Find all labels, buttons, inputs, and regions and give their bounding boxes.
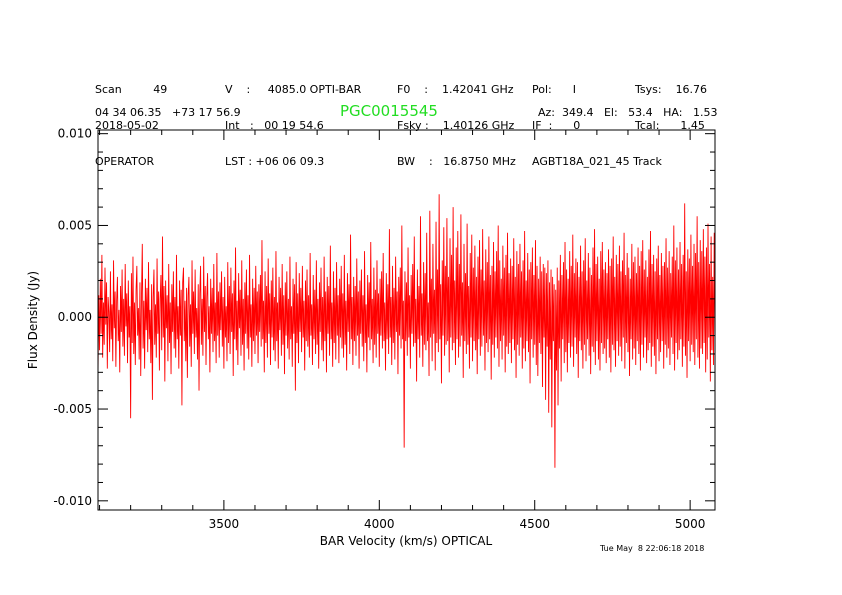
source-coordinates: 04 34 06.35 +73 17 56.9: [95, 106, 241, 119]
az-el-ha: Az: 349.4 El: 53.4 HA: 1.53: [538, 106, 718, 119]
spectrum-trace: [97, 194, 716, 468]
x-tick-label: 3500: [209, 517, 240, 531]
tcal: Tcal: 1.45: [635, 119, 705, 132]
x-axis-label: BAR Velocity (km/s) OPTICAL: [320, 534, 493, 548]
header-col-polarization: Pol: I IF : 0 AGBT18A_021_45 Track: [532, 60, 662, 180]
y-tick-label: 0.000: [58, 310, 92, 324]
timestamp: Tue May 8 22:06:18 2018: [600, 544, 705, 553]
source-name: PGC0015545: [340, 102, 438, 120]
x-tick-label: 4500: [519, 517, 550, 531]
x-tick-label: 4000: [364, 517, 395, 531]
bandwidth: BW : 16.8750 MHz: [397, 155, 516, 168]
y-tick-label: 0.005: [58, 218, 92, 232]
header-col-velocity: V : 4085.0 OPTI-BAR Int : 00 19 54.6 LST…: [225, 60, 361, 180]
x-tick-label: 5000: [675, 517, 706, 531]
integration-time: Int : 00 19 54.6: [225, 119, 324, 132]
ticks-layer: 3500 4000 4500 5000 -0.010 -0.005 0.000 0.005 0.…: [53, 127, 715, 531]
tsys: Tsys: 16.76: [635, 83, 708, 96]
y-tick-label: -0.005: [53, 402, 92, 416]
sky-frequency: Fsky : 1.40126 GHz: [397, 119, 515, 132]
header-col-tsys: Tsys: 16.76 Tcal: 1.45: [635, 60, 707, 144]
y-tick-label: 0.010: [58, 127, 92, 141]
scan-number: Scan 49: [95, 83, 168, 96]
y-tick-label: -0.010: [53, 494, 92, 508]
if-number: IF : 0: [532, 119, 581, 132]
header-col-scan: Scan 49 2018-05-02 OPERATOR: [95, 60, 167, 180]
trace-layer: [97, 194, 716, 468]
plot-frame: [97, 129, 716, 511]
obs-date: 2018-05-02: [95, 119, 159, 132]
lst: LST : +06 06 09.3: [225, 155, 325, 168]
velocity: V : 4085.0 OPTI-BAR: [225, 83, 362, 96]
project-id: AGBT18A_021_45 Track: [532, 155, 662, 168]
y-axis-label: Flux Density (Jy): [26, 271, 40, 369]
operator: OPERATOR: [95, 155, 155, 168]
rest-frequency: F0 : 1.42041 GHz: [397, 83, 514, 96]
polarization: Pol: I: [532, 83, 576, 96]
header-col-frequency: F0 : 1.42041 GHz Fsky : 1.40126 GHz BW :…: [397, 60, 516, 180]
